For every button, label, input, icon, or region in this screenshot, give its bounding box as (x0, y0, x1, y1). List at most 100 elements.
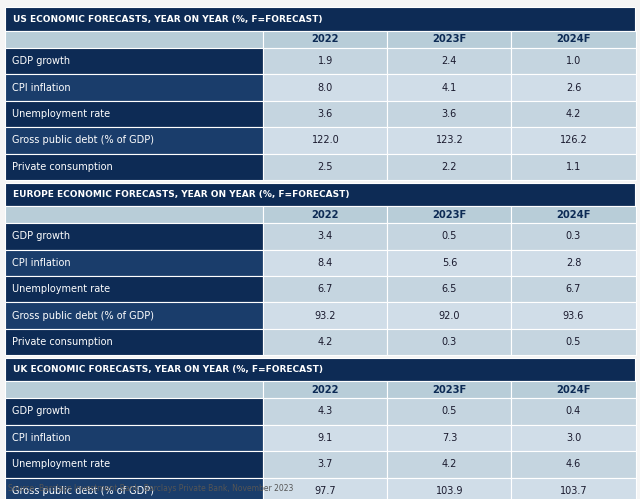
Text: 2.4: 2.4 (442, 56, 457, 66)
Text: CPI inflation: CPI inflation (12, 257, 70, 268)
Bar (5, 48, 263, 74)
Bar (387, 250, 511, 276)
Bar (511, 154, 636, 180)
Bar (387, 223, 511, 250)
Bar (263, 451, 387, 478)
Bar (263, 329, 387, 355)
Text: GDP growth: GDP growth (12, 406, 70, 417)
Bar (387, 101, 511, 127)
Text: 2023F: 2023F (432, 385, 467, 395)
Text: 2022: 2022 (312, 385, 339, 395)
Bar (5, 425, 263, 451)
Text: 2022: 2022 (312, 210, 339, 220)
Text: Private consumption: Private consumption (12, 337, 112, 347)
Text: GDP growth: GDP growth (12, 56, 70, 66)
Text: 3.4: 3.4 (317, 231, 333, 242)
Bar (263, 154, 387, 180)
Bar (263, 478, 387, 499)
Bar (263, 74, 387, 101)
Text: EUROPE ECONOMIC FORECASTS, YEAR ON YEAR (%, F=FORECAST): EUROPE ECONOMIC FORECASTS, YEAR ON YEAR … (13, 190, 349, 199)
Bar (511, 127, 636, 154)
Text: 0.5: 0.5 (442, 231, 457, 242)
Text: 123.2: 123.2 (436, 135, 463, 146)
Bar (5, 206, 263, 223)
Text: 1.9: 1.9 (317, 56, 333, 66)
Text: 4.2: 4.2 (566, 109, 581, 119)
Bar (5, 183, 635, 206)
Text: 1.1: 1.1 (566, 162, 581, 172)
Bar (263, 127, 387, 154)
Text: 93.6: 93.6 (563, 310, 584, 321)
Text: 5.6: 5.6 (442, 257, 457, 268)
Text: 3.0: 3.0 (566, 433, 581, 443)
Bar (387, 381, 511, 398)
Bar (5, 381, 263, 398)
Text: 103.7: 103.7 (559, 486, 588, 496)
Text: 2022: 2022 (312, 34, 339, 44)
Text: Source: Barclays Investment Bank, Barclays Private Bank, November 2023: Source: Barclays Investment Bank, Barcla… (8, 484, 294, 493)
Text: 6.7: 6.7 (317, 284, 333, 294)
Bar (511, 425, 636, 451)
Text: 0.4: 0.4 (566, 406, 581, 417)
Bar (511, 223, 636, 250)
Bar (387, 425, 511, 451)
Bar (263, 48, 387, 74)
Bar (5, 223, 263, 250)
Bar (263, 223, 387, 250)
Text: 2.8: 2.8 (566, 257, 581, 268)
Bar (263, 302, 387, 329)
Text: 103.9: 103.9 (436, 486, 463, 496)
Text: 1.0: 1.0 (566, 56, 581, 66)
Bar (5, 74, 263, 101)
Bar (263, 101, 387, 127)
Text: 2.5: 2.5 (317, 162, 333, 172)
Text: 126.2: 126.2 (559, 135, 588, 146)
Bar (511, 302, 636, 329)
Bar (511, 206, 636, 223)
Bar (387, 74, 511, 101)
Bar (387, 154, 511, 180)
Text: 0.5: 0.5 (442, 406, 457, 417)
Bar (263, 425, 387, 451)
Text: Private consumption: Private consumption (12, 162, 112, 172)
Text: 3.7: 3.7 (317, 459, 333, 470)
Text: 7.3: 7.3 (442, 433, 457, 443)
Bar (263, 206, 387, 223)
Text: 4.6: 4.6 (566, 459, 581, 470)
Bar (263, 276, 387, 302)
Text: Gross public debt (% of GDP): Gross public debt (% of GDP) (12, 486, 154, 496)
Bar (5, 250, 263, 276)
Text: 2024F: 2024F (556, 385, 591, 395)
Text: 0.3: 0.3 (566, 231, 581, 242)
Bar (511, 381, 636, 398)
Bar (387, 276, 511, 302)
Text: 92.0: 92.0 (438, 310, 460, 321)
Bar (387, 478, 511, 499)
Text: GDP growth: GDP growth (12, 231, 70, 242)
Bar (387, 451, 511, 478)
Text: 97.7: 97.7 (314, 486, 336, 496)
Text: 2023F: 2023F (432, 34, 467, 44)
Text: 8.0: 8.0 (317, 82, 333, 93)
Text: 4.2: 4.2 (442, 459, 457, 470)
Bar (511, 478, 636, 499)
Text: 2.6: 2.6 (566, 82, 581, 93)
Bar (5, 358, 635, 381)
Text: 2024F: 2024F (556, 34, 591, 44)
Text: Unemployment rate: Unemployment rate (12, 459, 109, 470)
Bar (263, 381, 387, 398)
Text: Unemployment rate: Unemployment rate (12, 109, 109, 119)
Text: 0.5: 0.5 (566, 337, 581, 347)
Text: 122.0: 122.0 (312, 135, 339, 146)
Text: Unemployment rate: Unemployment rate (12, 284, 109, 294)
Bar (387, 31, 511, 48)
Bar (5, 329, 263, 355)
Text: Gross public debt (% of GDP): Gross public debt (% of GDP) (12, 135, 154, 146)
Text: 3.6: 3.6 (442, 109, 457, 119)
Text: 2.2: 2.2 (442, 162, 457, 172)
Text: 93.2: 93.2 (315, 310, 336, 321)
Text: 2024F: 2024F (556, 210, 591, 220)
Bar (511, 74, 636, 101)
Bar (511, 31, 636, 48)
Bar (387, 206, 511, 223)
